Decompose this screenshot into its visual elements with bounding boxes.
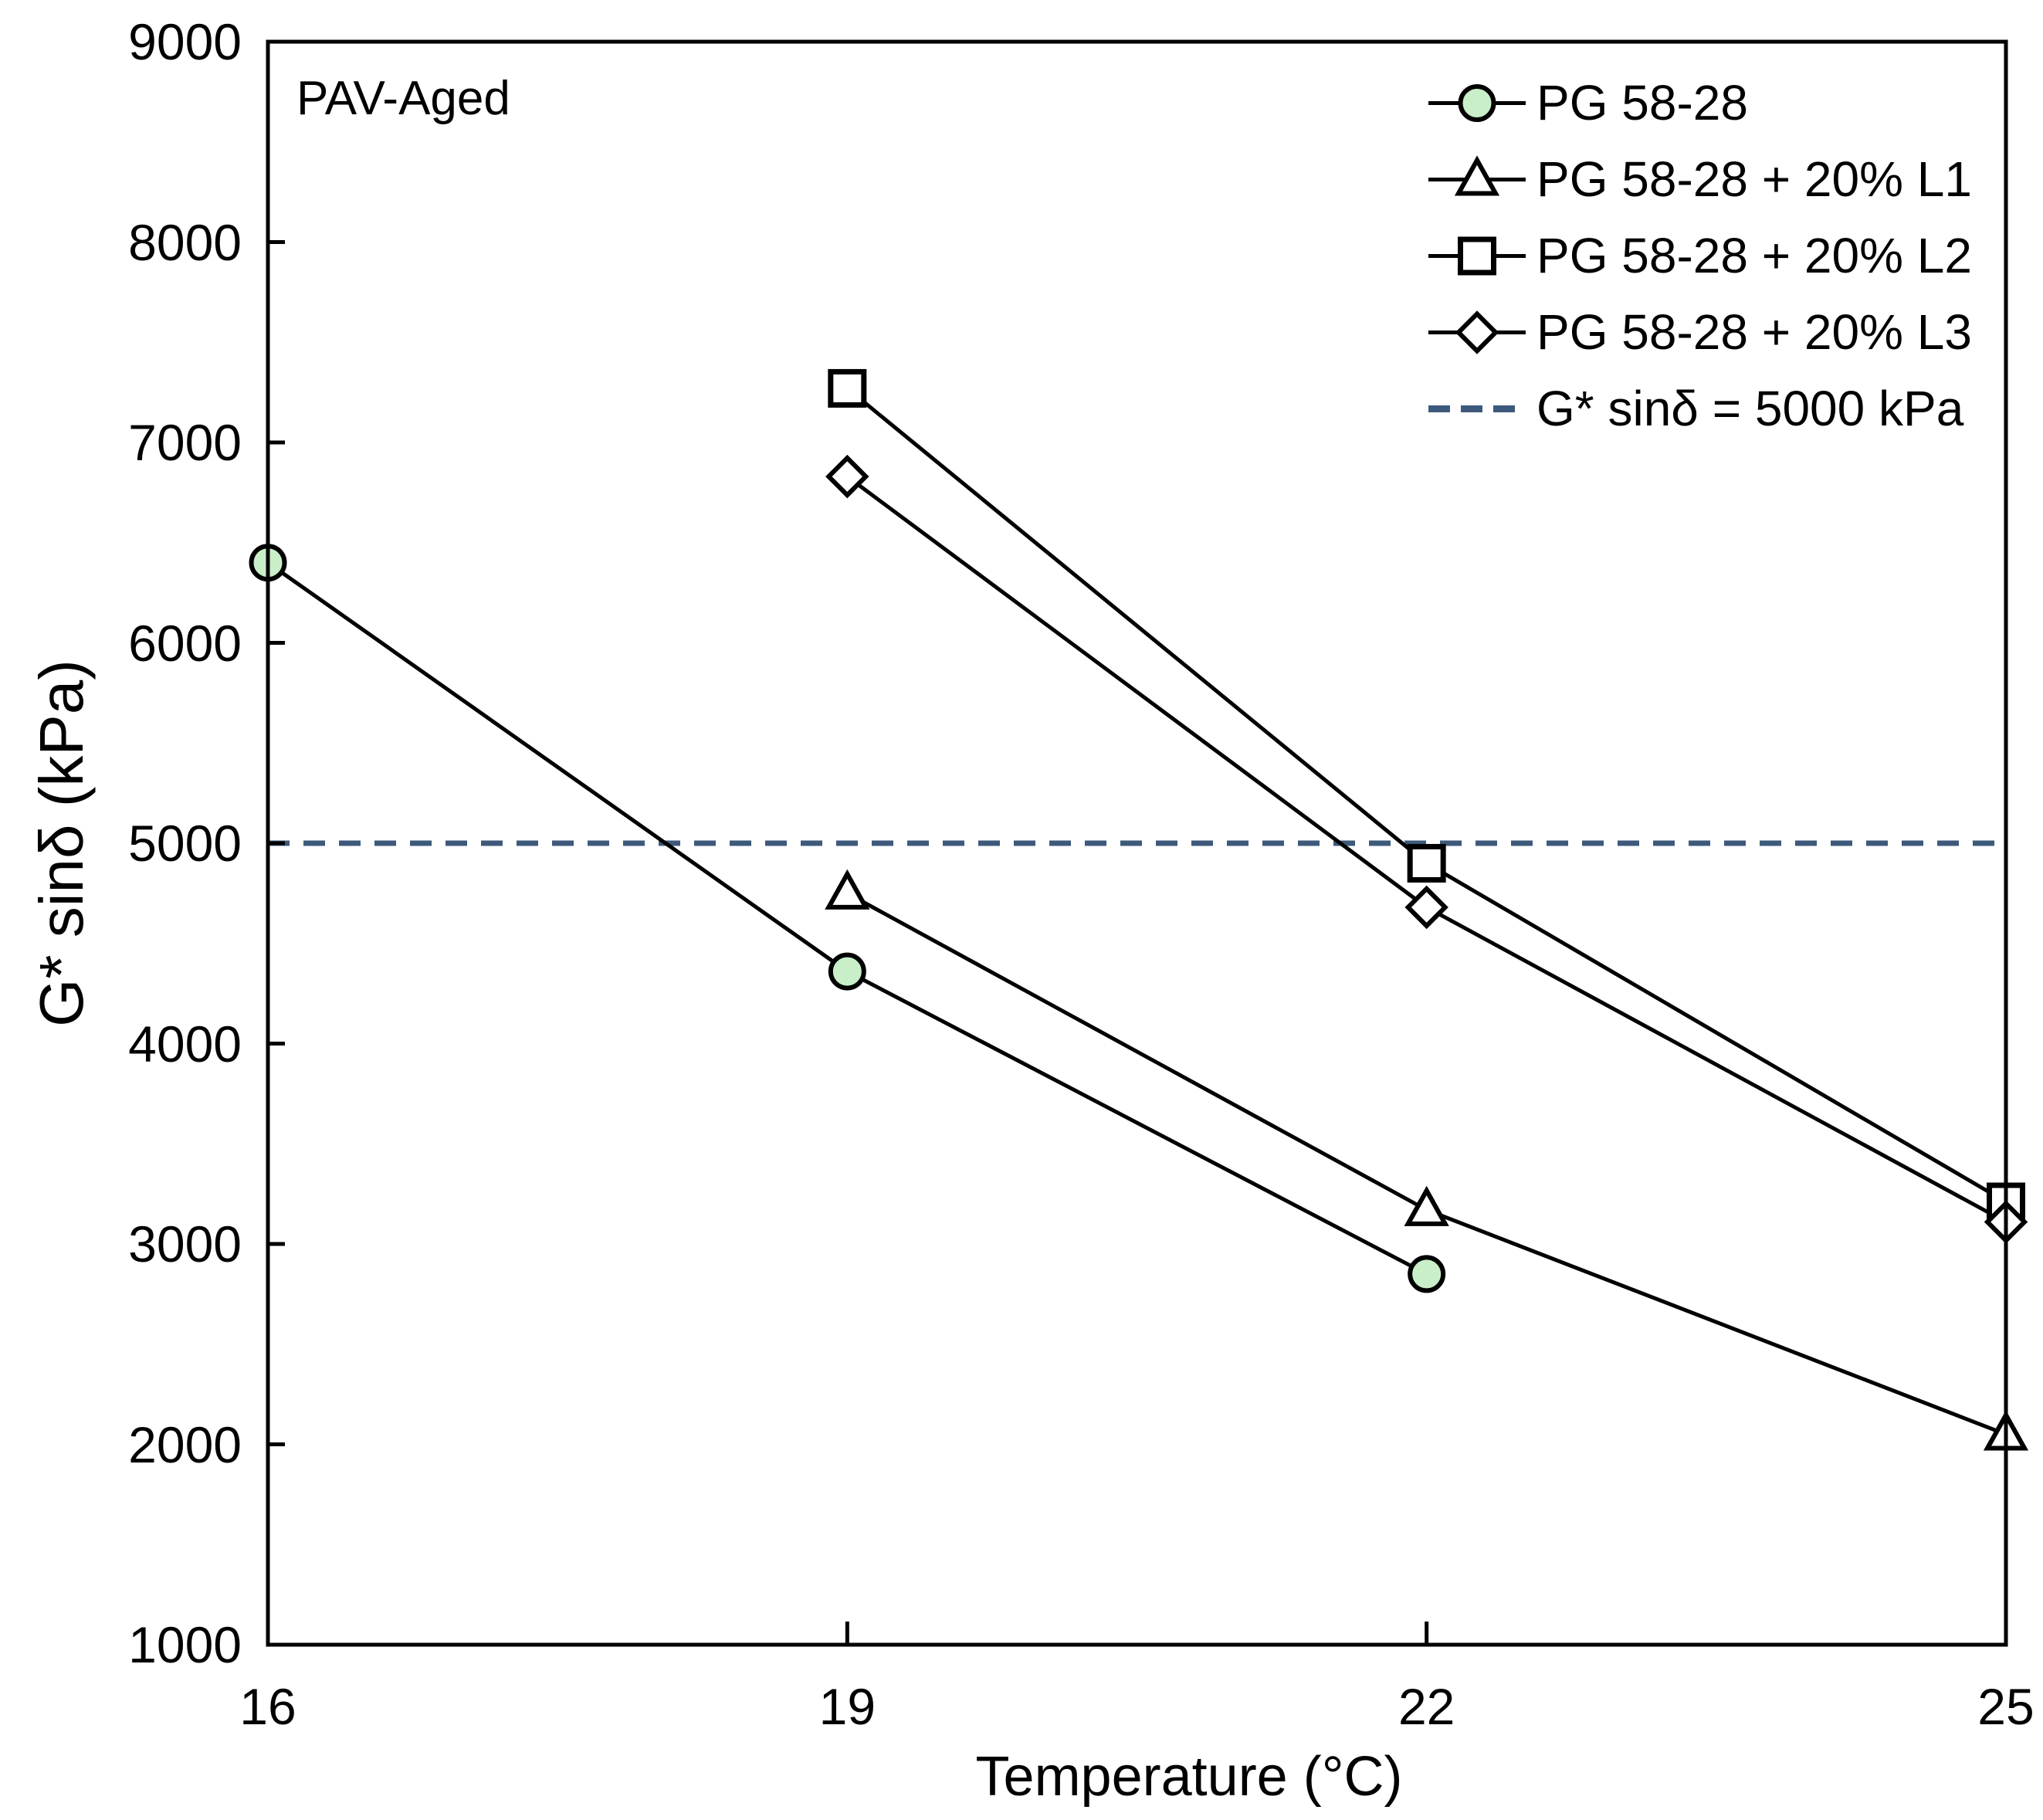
x-tick-label-25: 25: [1977, 1678, 2035, 1735]
legend-item-label: PG 58-28 + 20% L3: [1536, 304, 1972, 361]
y-tick-label-3000: 3000: [128, 1215, 242, 1273]
y-tick-label-6000: 6000: [128, 614, 242, 672]
legend-marker-circle: [1458, 84, 1496, 122]
x-tick-label-22: 22: [1398, 1678, 1455, 1735]
y-tick-label-8000: 8000: [128, 213, 242, 271]
legend-dashed-line-icon: [1428, 405, 1526, 412]
y-tick-label-4000: 4000: [128, 1015, 242, 1073]
legend-square-icon: [1428, 236, 1526, 276]
legend-triangle-icon: [1428, 155, 1526, 196]
marker-square-pg-58-28-20-l2: [828, 368, 867, 408]
pav-aged-annotation: PAV-Aged: [296, 72, 510, 125]
y-tick-label-2000: 2000: [128, 1415, 242, 1473]
legend-item-pg-58-28-20-l2: PG 58-28 + 20% L2: [1427, 218, 1972, 294]
marker-circle-pg-58-28: [1408, 1255, 1446, 1293]
x-tick-label-19: 19: [818, 1678, 876, 1735]
marker-triangle-pg-58-28-20-l1: [1404, 1185, 1449, 1226]
series-line-pg-58-28-20-l1: [846, 891, 2007, 1436]
series-line-pg-58-28: [266, 561, 1428, 1276]
legend-item-label: PG 58-28 + 20% L2: [1536, 228, 1972, 284]
y-tick-label-9000: 9000: [128, 13, 242, 70]
y-tick-label-7000: 7000: [128, 414, 242, 471]
legend-item-pg-58-28-20-l3: PG 58-28 + 20% L3: [1427, 294, 1972, 371]
series-line-pg-58-28-20-l2: [845, 387, 2007, 1204]
legend-item-pg-58-28-20-l1: PG 58-28 + 20% L1: [1427, 141, 1972, 218]
legend-circle-icon: [1428, 84, 1526, 122]
marker-triangle-pg-58-28-20-l1: [825, 869, 870, 910]
marker-diamond-pg-58-28-20-l3: [825, 454, 869, 499]
legend-item-g-sin-5000-kpa: G* sinδ = 5000 kPa: [1427, 371, 1972, 447]
x-axis-title: Temperature (°C): [975, 1746, 1403, 1808]
marker-square-pg-58-28-20-l2: [1407, 843, 1446, 883]
legend-diamond-icon: [1428, 310, 1526, 354]
legend: PG 58-28 PG 58-28 + 20% L1 PG 58-28 + 20% …: [1427, 65, 1972, 447]
y-axis-title: G* sinδ (kPa): [27, 659, 96, 1027]
legend-marker-triangle: [1454, 155, 1500, 196]
legend-marker-square: [1458, 236, 1496, 276]
legend-marker-diamond: [1455, 310, 1499, 354]
legend-item-label: PG 58-28: [1536, 75, 1748, 131]
legend-item-pg-58-28: PG 58-28: [1427, 65, 1972, 141]
x-tick-label-16: 16: [239, 1678, 296, 1735]
legend-item-label: G* sinδ = 5000 kPa: [1536, 381, 1964, 437]
marker-circle-pg-58-28: [828, 952, 866, 991]
y-tick-label-1000: 1000: [128, 1616, 242, 1673]
legend-item-label: PG 58-28 + 20% L1: [1536, 151, 1972, 208]
marker-diamond-pg-58-28-20-l3: [1404, 885, 1448, 930]
y-tick-label-5000: 5000: [128, 815, 242, 872]
